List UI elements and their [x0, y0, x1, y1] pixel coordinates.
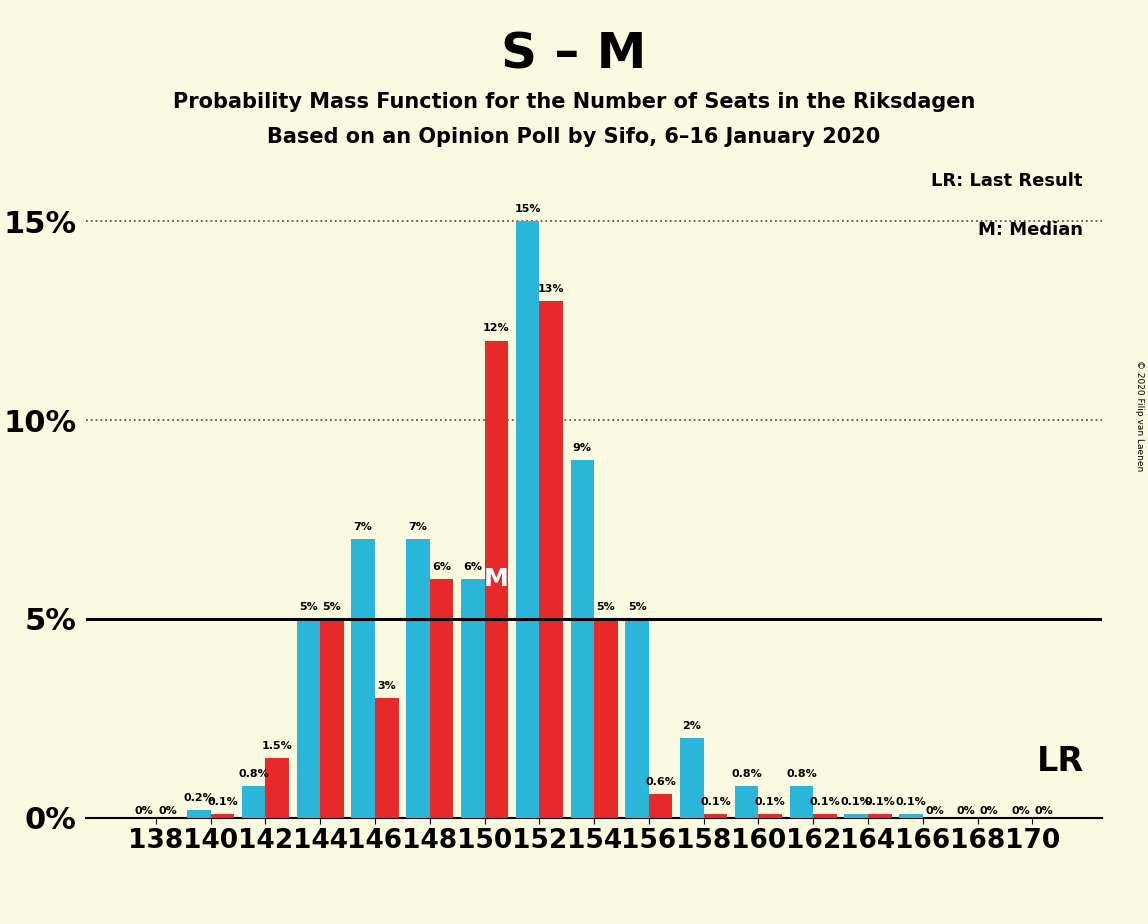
Bar [351, 540, 375, 818]
Text: 2%: 2% [682, 721, 701, 731]
Text: 6%: 6% [432, 562, 451, 572]
Text: 1.5%: 1.5% [262, 741, 293, 751]
Bar [680, 738, 704, 818]
Bar [868, 814, 892, 818]
Text: © 2020 Filip van Laenen: © 2020 Filip van Laenen [1135, 360, 1145, 471]
Bar [242, 786, 265, 818]
Text: LR: LR [1038, 745, 1085, 778]
Text: 0.1%: 0.1% [700, 796, 731, 807]
Bar [813, 814, 837, 818]
Bar [595, 619, 618, 818]
Text: 0.1%: 0.1% [895, 796, 926, 807]
Text: 12%: 12% [483, 323, 510, 334]
Text: 0.8%: 0.8% [786, 769, 817, 779]
Text: 7%: 7% [354, 522, 373, 532]
Text: 0.1%: 0.1% [840, 796, 871, 807]
Bar [210, 814, 234, 818]
Text: Probability Mass Function for the Number of Seats in the Riksdagen: Probability Mass Function for the Number… [173, 92, 975, 113]
Text: 5%: 5% [628, 602, 646, 612]
Bar [845, 814, 868, 818]
Bar [406, 540, 429, 818]
Bar [790, 786, 813, 818]
Bar [704, 814, 727, 818]
Text: 5%: 5% [323, 602, 341, 612]
Bar [735, 786, 759, 818]
Text: 0.1%: 0.1% [207, 796, 238, 807]
Text: 6%: 6% [464, 562, 482, 572]
Text: 0%: 0% [1034, 806, 1054, 816]
Text: Based on an Opinion Poll by Sifo, 6–16 January 2020: Based on an Opinion Poll by Sifo, 6–16 J… [267, 127, 881, 147]
Text: 5%: 5% [597, 602, 615, 612]
Bar [626, 619, 649, 818]
Text: 0%: 0% [1011, 806, 1030, 816]
Text: M: Median: M: Median [978, 222, 1083, 239]
Text: 15%: 15% [514, 204, 541, 214]
Bar [320, 619, 343, 818]
Text: 0.8%: 0.8% [239, 769, 269, 779]
Bar [759, 814, 782, 818]
Bar [461, 579, 484, 818]
Bar [265, 758, 289, 818]
Text: 0.1%: 0.1% [809, 796, 840, 807]
Text: 0.1%: 0.1% [864, 796, 895, 807]
Text: 0%: 0% [925, 806, 944, 816]
Bar [484, 341, 509, 818]
Text: 0.1%: 0.1% [755, 796, 785, 807]
Text: M: M [484, 567, 509, 591]
Bar [515, 222, 540, 818]
Bar [540, 301, 563, 818]
Text: 7%: 7% [409, 522, 427, 532]
Bar [187, 809, 210, 818]
Bar [571, 460, 595, 818]
Bar [899, 814, 923, 818]
Text: S – M: S – M [502, 30, 646, 79]
Bar [429, 579, 453, 818]
Text: 0%: 0% [158, 806, 177, 816]
Text: 3%: 3% [378, 681, 396, 691]
Bar [649, 794, 673, 818]
Bar [375, 699, 398, 818]
Text: 0%: 0% [980, 806, 999, 816]
Text: 0%: 0% [956, 806, 975, 816]
Bar [296, 619, 320, 818]
Text: 0%: 0% [134, 806, 154, 816]
Text: 5%: 5% [298, 602, 318, 612]
Text: LR: Last Result: LR: Last Result [931, 172, 1083, 189]
Text: 9%: 9% [573, 443, 592, 453]
Text: 13%: 13% [537, 284, 565, 294]
Text: 0.6%: 0.6% [645, 777, 676, 786]
Text: 0.8%: 0.8% [731, 769, 762, 779]
Text: 0.2%: 0.2% [184, 793, 215, 803]
